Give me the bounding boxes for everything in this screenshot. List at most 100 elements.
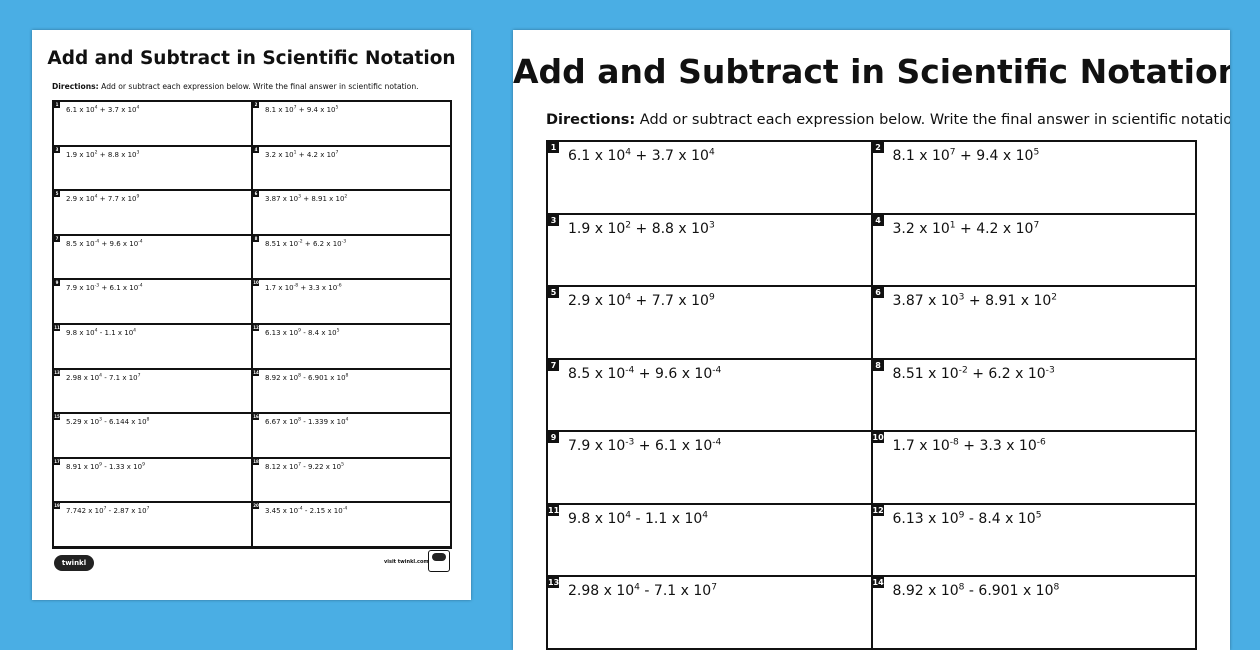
problem-cell[interactable]: 4 3.2 x 101 + 4.2 x 107 — [871, 213, 1196, 286]
problem-cell[interactable]: 16 6.67 x 108 - 1.339 x 104 — [252, 413, 451, 458]
problem-cell[interactable]: 10 1.7 x 10-8 + 3.3 x 10-6 — [252, 279, 451, 324]
term-a: 5.29 x 10 — [66, 418, 100, 427]
problem-cell[interactable]: 1 6.1 x 104 + 3.7 x 104 — [53, 101, 252, 146]
problem-cell[interactable]: 8 8.51 x 10-2 + 6.2 x 10-3 — [871, 358, 1196, 431]
problem-expression: 8.1 x 107 + 9.4 x 105 — [893, 148, 1040, 164]
problem-cell[interactable]: 12 6.13 x 109 - 8.4 x 105 — [871, 503, 1196, 576]
problem-cell[interactable]: 15 5.29 x 103 - 6.144 x 108 — [53, 413, 252, 458]
problem-cell[interactable]: 20 3.45 x 10-4 - 2.15 x 10-4 — [252, 502, 451, 547]
exponent-b: 7 — [137, 373, 141, 379]
problem-cell[interactable]: 13 2.98 x 104 - 7.1 x 107 — [547, 576, 872, 649]
term-a: 2.9 x 10 — [568, 293, 626, 309]
exponent-b: 8 — [146, 417, 150, 423]
term-b: 6.144 x 10 — [108, 418, 147, 427]
problem-expression: 8.51 x 10-2 + 6.2 x 10-3 — [893, 365, 1055, 381]
exponent-a: 3 — [99, 417, 102, 423]
problem-cell[interactable]: 9 7.9 x 10-3 + 6.1 x 10-4 — [547, 431, 872, 504]
exponent-a: -8 — [293, 284, 299, 290]
problem-expression: 1.9 x 102 + 8.8 x 103 — [66, 150, 139, 159]
term-b: 1.1 x 10 — [104, 328, 134, 337]
problem-number: 16 — [253, 414, 259, 421]
term-b: 3.7 x 10 — [651, 148, 709, 164]
term-a: 8.1 x 10 — [892, 148, 950, 164]
worksheet-title: Add and Subtract in Scientific Notation — [47, 48, 456, 69]
problem-cell[interactable]: 6 3.87 x 103 + 8.91 x 102 — [871, 286, 1196, 359]
problem-cell[interactable]: 3 1.9 x 102 + 8.8 x 103 — [547, 213, 872, 286]
problem-expression: 9.8 x 104 - 1.1 x 104 — [568, 510, 708, 526]
problem-number: 9 — [54, 280, 60, 287]
exponent-a: 8 — [298, 373, 301, 379]
exponent-b: 5 — [335, 105, 339, 111]
problem-expression: 1.9 x 102 + 8.8 x 103 — [568, 220, 715, 236]
exponent-b: 7 — [146, 507, 150, 513]
exponent-a: -3 — [94, 284, 100, 290]
problem-cell[interactable]: 7 8.5 x 10-4 + 9.6 x 10-4 — [53, 234, 252, 280]
problem-cell[interactable]: 14 8.92 x 108 - 6.901 x 108 — [871, 576, 1196, 649]
problem-expression: 8.92 x 108 - 6.901 x 108 — [265, 373, 348, 382]
problem-number: 14 — [253, 369, 259, 376]
problem-cell[interactable]: 7 8.5 x 10-4 + 9.6 x 10-4 — [547, 358, 872, 431]
problem-cell[interactable]: 4 3.2 x 101 + 4.2 x 107 — [252, 145, 451, 191]
term-a: 2.98 x 10 — [568, 583, 635, 599]
exponent-a: 3 — [298, 194, 301, 200]
exponent-a: -4 — [94, 239, 100, 245]
problem-expression: 8.91 x 109 - 1.33 x 109 — [66, 463, 145, 471]
problem-expression: 8.12 x 107 - 9.22 x 105 — [265, 463, 344, 471]
term-b: 6.901 x 10 — [307, 373, 346, 382]
problem-cell[interactable]: 5 2.9 x 104 + 7.7 x 109 — [547, 286, 872, 359]
problem-cell[interactable]: 6 3.87 x 103 + 8.91 x 102 — [252, 190, 451, 235]
problem-expression: 8.51 x 10-2 + 6.2 x 10-3 — [265, 240, 346, 248]
directions-label: Directions: — [52, 82, 99, 91]
operator: - — [301, 462, 308, 471]
term-b: 9.4 x 10 — [306, 106, 336, 114]
exponent-a: 8 — [298, 417, 301, 423]
term-a: 6.1 x 10 — [66, 106, 95, 114]
exponent-a: -4 — [625, 364, 635, 375]
problem-cell[interactable]: 8 8.51 x 10-2 + 6.2 x 10-3 — [252, 234, 451, 280]
operator: - — [102, 462, 109, 471]
problem-cell[interactable]: 18 8.12 x 107 - 9.22 x 105 — [252, 457, 451, 503]
term-a: 7.9 x 10 — [66, 284, 95, 293]
problem-cell[interactable]: 5 2.9 x 104 + 7.7 x 109 — [53, 190, 252, 235]
problem-cell[interactable]: 11 9.8 x 104 - 1.1 x 104 — [547, 503, 872, 576]
operator: - — [102, 373, 109, 382]
problem-cell[interactable]: 11 9.8 x 104 - 1.1 x 104 — [53, 323, 252, 369]
problem-expression: 8.5 x 10-4 + 9.6 x 10-4 — [66, 240, 143, 248]
exponent-b: 4 — [345, 417, 349, 423]
problem-number: 1 — [54, 102, 60, 108]
exponent-b: -4 — [342, 507, 348, 513]
problem-cell[interactable]: 2 8.1 x 107 + 9.4 x 105 — [252, 101, 451, 146]
problem-cell[interactable]: 17 8.91 x 109 - 1.33 x 109 — [53, 457, 252, 503]
problem-expression: 7.742 x 107 - 2.87 x 107 — [66, 507, 149, 515]
problem-cell[interactable]: 3 1.9 x 102 + 8.8 x 103 — [53, 145, 252, 191]
operator: + — [964, 293, 986, 309]
term-a: 8.5 x 10 — [66, 239, 95, 248]
term-b: 3.3 x 10 — [979, 438, 1037, 454]
problem-cell[interactable]: 9 7.9 x 10-3 + 6.1 x 10-4 — [53, 279, 252, 324]
term-b: 6.901 x 10 — [978, 583, 1054, 599]
problem-cell[interactable]: 10 1.7 x 10-8 + 3.3 x 10-6 — [871, 431, 1196, 504]
operator: - — [302, 507, 310, 516]
directions: Directions: Add or subtract each express… — [52, 82, 419, 91]
term-a: 3.87 x 10 — [892, 293, 959, 309]
problem-cell[interactable]: 13 2.98 x 104 - 7.1 x 107 — [53, 368, 252, 414]
operator: + — [97, 150, 108, 159]
term-a: 1.9 x 10 — [66, 150, 95, 159]
exponent-a: 7 — [103, 507, 107, 513]
problem-expression: 8.92 x 108 - 6.901 x 108 — [893, 583, 1060, 599]
term-a: 3.45 x 10 — [265, 507, 299, 516]
problem-cell[interactable]: 1 6.1 x 104 + 3.7 x 104 — [547, 141, 872, 214]
operator: - — [102, 418, 109, 427]
problem-cell[interactable]: 2 8.1 x 107 + 9.4 x 105 — [871, 141, 1196, 214]
problem-cell[interactable]: 12 6.13 x 109 - 8.4 x 105 — [252, 323, 451, 369]
problem-number: 5 — [54, 191, 60, 198]
directions-text: Add or subtract each expression below. W… — [98, 82, 419, 91]
problem-cell[interactable]: 19 7.742 x 107 - 2.87 x 107 — [53, 502, 252, 547]
exponent-b: 7 — [1033, 219, 1040, 230]
exponent-a: 4 — [634, 582, 640, 593]
problem-cell[interactable]: 14 8.92 x 108 - 6.901 x 108 — [252, 368, 451, 414]
problem-number: 14 — [872, 577, 884, 588]
exponent-b: -6 — [337, 284, 342, 290]
exponent-a: 8 — [958, 582, 965, 593]
exponent-a: 4 — [625, 147, 632, 158]
